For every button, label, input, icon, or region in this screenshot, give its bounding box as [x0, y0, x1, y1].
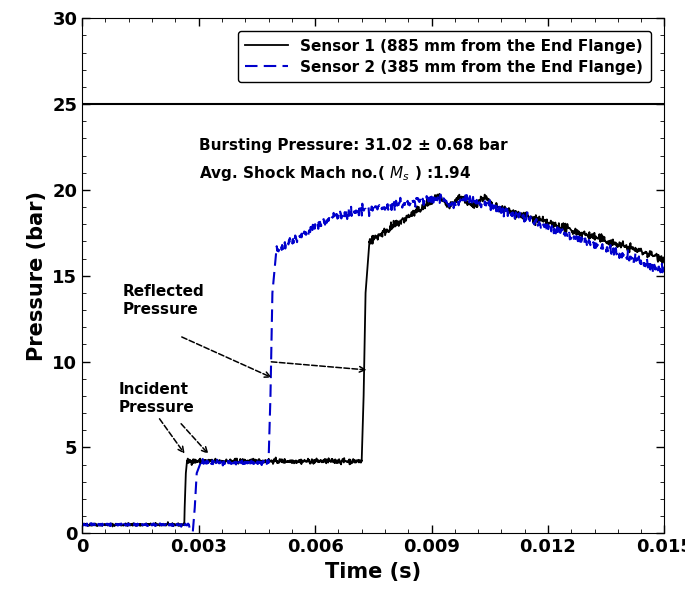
Sensor 1 (885 mm from the End Flange)	[660, 255, 669, 262]
Sensor 2 (385 mm from the End Flange)	[78, 521, 86, 528]
Sensor 1 (885 mm from the End Flange)	[279, 459, 288, 466]
Sensor 1 (885 mm from the End Flange)	[660, 254, 668, 261]
Sensor 2 (385 mm from the End Flange)	[188, 528, 196, 535]
X-axis label: Time (s): Time (s)	[325, 562, 421, 582]
Sensor 2 (385 mm from the End Flange)	[197, 459, 205, 467]
Line: Sensor 2 (385 mm from the End Flange): Sensor 2 (385 mm from the End Flange)	[82, 195, 664, 531]
Sensor 1 (885 mm from the End Flange)	[258, 458, 266, 465]
Text: Incident
Pressure: Incident Pressure	[119, 382, 195, 415]
Sensor 1 (885 mm from the End Flange)	[108, 523, 116, 530]
Sensor 2 (385 mm from the End Flange)	[458, 198, 466, 205]
Sensor 2 (385 mm from the End Flange)	[660, 263, 669, 270]
Y-axis label: Pressure (bar): Pressure (bar)	[27, 191, 47, 361]
Sensor 2 (385 mm from the End Flange)	[108, 521, 116, 528]
Text: Reflected
Pressure: Reflected Pressure	[123, 284, 205, 317]
Line: Sensor 1 (885 mm from the End Flange): Sensor 1 (885 mm from the End Flange)	[82, 194, 664, 527]
Legend: Sensor 1 (885 mm from the End Flange), Sensor 2 (385 mm from the End Flange): Sensor 1 (885 mm from the End Flange), S…	[238, 31, 651, 82]
Sensor 1 (885 mm from the End Flange)	[583, 231, 591, 238]
Text: Bursting Pressure: 31.02 ± 0.68 bar: Bursting Pressure: 31.02 ± 0.68 bar	[199, 138, 508, 153]
Sensor 1 (885 mm from the End Flange)	[257, 457, 265, 464]
Sensor 2 (385 mm from the End Flange)	[436, 191, 445, 198]
Sensor 1 (885 mm from the End Flange)	[435, 190, 443, 198]
Sensor 1 (885 mm from the End Flange)	[246, 459, 254, 467]
Sensor 2 (385 mm from the End Flange)	[211, 461, 219, 468]
Sensor 2 (385 mm from the End Flange)	[356, 210, 364, 217]
Text: Avg. Shock Mach no.( $M_s$ ) :1.94: Avg. Shock Mach no.( $M_s$ ) :1.94	[199, 164, 471, 183]
Sensor 1 (885 mm from the End Flange)	[78, 521, 86, 528]
Sensor 2 (385 mm from the End Flange)	[637, 261, 645, 268]
